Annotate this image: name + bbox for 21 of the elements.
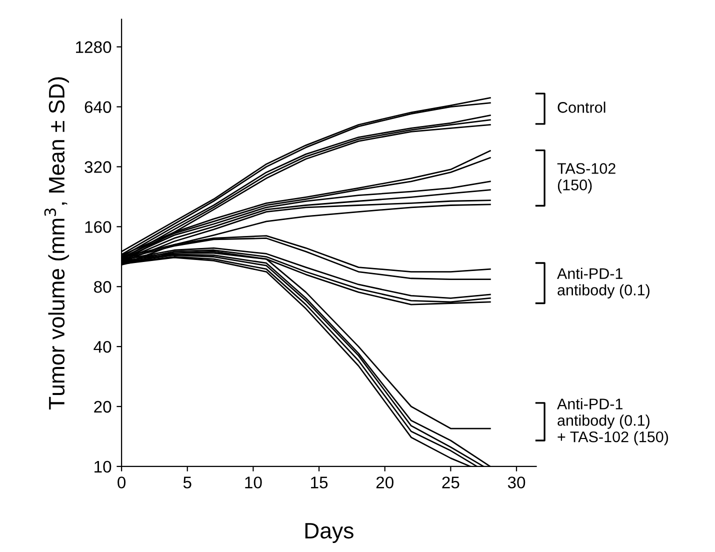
text: Anti-PD-1 antibody (0.1) <box>557 268 650 298</box>
y-tick-label: 80 <box>94 281 112 293</box>
x-tick-label: 5 <box>183 476 192 488</box>
text: TAS-102 (150) <box>557 163 616 194</box>
text: Anti-PD-1 antibody (0.1) + TAS-102 (150) <box>557 398 668 446</box>
y-tick-label: 20 <box>94 400 112 413</box>
y-axis-title: Tumor volume (mm$^{3}$, Mean ± SD) <box>44 77 69 410</box>
x-tick-label: 25 <box>442 476 460 488</box>
x-tick-label: 30 <box>508 476 526 488</box>
y-tick-label: 1280 <box>76 41 112 54</box>
text: Control <box>558 102 606 113</box>
y-tick-label: 160 <box>85 221 112 233</box>
x-axis-title: Days <box>305 523 354 543</box>
x-tick-label: 0 <box>118 476 126 488</box>
y-tick-label: 40 <box>94 340 112 353</box>
x-tick-label: 10 <box>245 476 262 488</box>
y-tick-label: 10 <box>94 460 112 473</box>
x-tick-label: 20 <box>376 476 394 488</box>
y-tick-label: 320 <box>84 161 112 173</box>
x-tick-label: 15 <box>311 476 328 488</box>
y-tick-label: 640 <box>84 101 112 113</box>
